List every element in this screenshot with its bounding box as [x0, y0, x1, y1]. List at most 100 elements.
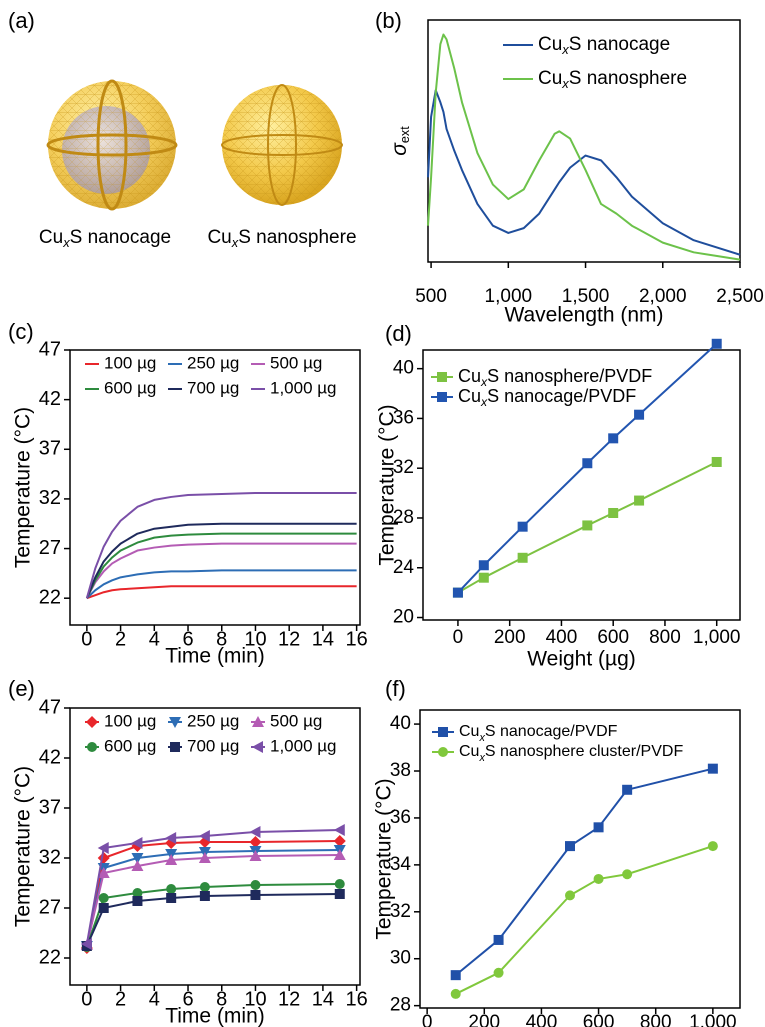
marker [166, 893, 177, 903]
x-tick-label: 0 [81, 988, 92, 1010]
series-line [85, 491, 357, 599]
nanosphere-illustration [221, 84, 343, 206]
x-tick-label: 8 [216, 628, 227, 650]
legend-label: 700 µg [187, 736, 239, 755]
legend-label: 500 µg [270, 353, 322, 372]
marker [250, 880, 261, 890]
y-tick-label: 32 [390, 901, 411, 922]
y-tick-label: 22 [39, 946, 61, 968]
x-tick-label: 6 [182, 988, 193, 1010]
marker [707, 763, 718, 774]
nanocage-illustration [46, 79, 178, 211]
x-tick-label: 600 [583, 1012, 615, 1027]
y-tick-label: 28 [393, 507, 414, 528]
x-tick-label: 500 [415, 286, 447, 307]
x-tick-label: 10 [244, 628, 266, 650]
marker [437, 372, 447, 382]
panel-label: (b) [375, 8, 402, 33]
marker [565, 841, 575, 852]
x-tick-label: 10 [244, 988, 266, 1010]
marker [493, 934, 504, 945]
y-tick-label: 30 [390, 948, 411, 969]
marker [170, 742, 180, 752]
x-tick-label: 4 [149, 988, 160, 1010]
y-tick-label: 34 [390, 854, 412, 875]
marker [634, 495, 645, 506]
marker [166, 884, 177, 894]
y-tick-label: 40 [390, 713, 411, 734]
y-tick-label: 28 [390, 995, 411, 1016]
marker [132, 888, 143, 898]
marker [334, 889, 345, 899]
x-tick-label: 1,500 [562, 286, 610, 307]
x-tick-label: 1,000 [485, 286, 533, 307]
marker [452, 587, 463, 598]
legend-label: 1,000 µg [270, 736, 337, 755]
marker [334, 879, 345, 889]
marker [249, 836, 262, 848]
y-tick-label: 47 [39, 696, 61, 718]
x-tick-label: 6 [182, 628, 193, 650]
marker [131, 860, 144, 871]
legend-label: 1,000 µg [270, 378, 337, 397]
marker [198, 830, 210, 842]
x-axis-label: Time (min) [165, 645, 265, 668]
marker [634, 409, 645, 420]
marker [132, 896, 143, 906]
marker [80, 938, 92, 950]
y-axis-label: Temperature (°C) [373, 778, 396, 939]
marker [438, 727, 448, 737]
marker [165, 854, 178, 865]
marker [493, 967, 504, 978]
x-tick-label: 12 [278, 628, 300, 650]
legend-label: 100 µg [104, 353, 156, 372]
x-tick-label: 2,000 [639, 286, 687, 307]
series-line [85, 893, 340, 947]
legend-label: CuxS nanocage/PVDF [458, 386, 636, 409]
y-tick-label: 22 [39, 586, 61, 608]
x-tick-label: 14 [312, 988, 334, 1010]
legend-label: 600 µg [104, 736, 156, 755]
series-line [85, 542, 357, 599]
marker [87, 742, 97, 752]
marker [131, 837, 143, 849]
legend-label: 700 µg [187, 378, 239, 397]
legend-label: CuxS nanosphere cluster/PVDF [459, 743, 683, 764]
x-tick-label: 16 [346, 628, 368, 650]
marker [252, 741, 263, 753]
x-tick-label: 400 [526, 1012, 558, 1027]
legend-label: CuxS nanocage [538, 34, 670, 57]
marker [199, 882, 210, 892]
y-tick-label: 24 [393, 557, 415, 578]
x-tick-label: 4 [149, 628, 160, 650]
x-tick-label: 800 [640, 1012, 672, 1027]
y-axis-label: Temperature (°C) [376, 404, 399, 565]
y-tick-label: 42 [39, 746, 61, 768]
plot-frame [69, 707, 361, 986]
legend-label: 500 µg [270, 711, 322, 730]
marker [199, 891, 210, 901]
legend-label: CuxS nanosphere [538, 68, 687, 91]
plot-frame [427, 19, 741, 263]
legend-label: CuxS nanosphere/PVDF [458, 366, 652, 389]
series-line [86, 585, 357, 600]
plot-frame [422, 349, 741, 621]
x-tick-label: 0 [422, 1012, 433, 1027]
marker [438, 747, 448, 757]
y-axis-label: Temperature (°C) [12, 766, 35, 927]
marker [608, 507, 619, 518]
series-line [85, 522, 357, 599]
x-tick-label: 8 [216, 988, 227, 1010]
marker [608, 433, 619, 444]
x-tick-label: 600 [597, 627, 629, 648]
marker [250, 890, 261, 900]
marker [517, 521, 528, 532]
marker [593, 873, 604, 884]
x-tick-label: 200 [468, 1012, 500, 1027]
marker [97, 852, 110, 864]
x-tick-label: 1,000 [693, 627, 741, 648]
y-tick-label: 27 [39, 537, 61, 559]
marker [169, 717, 181, 728]
y-tick-label: 20 [393, 607, 414, 628]
